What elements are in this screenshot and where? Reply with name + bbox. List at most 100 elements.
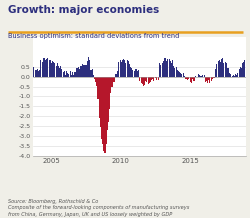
Bar bbox=[187, 77, 188, 80]
Bar bbox=[128, 61, 129, 77]
Bar bbox=[80, 66, 81, 77]
Bar bbox=[158, 77, 159, 80]
Bar bbox=[126, 60, 128, 77]
Bar bbox=[162, 63, 163, 77]
Bar bbox=[135, 69, 136, 77]
Bar bbox=[95, 77, 96, 82]
Bar bbox=[228, 68, 229, 77]
Bar bbox=[151, 77, 152, 80]
Bar bbox=[171, 63, 172, 77]
Bar bbox=[182, 73, 184, 77]
Bar bbox=[130, 67, 131, 77]
Bar bbox=[236, 75, 237, 77]
Bar bbox=[114, 77, 115, 82]
Bar bbox=[88, 57, 89, 77]
Bar bbox=[229, 73, 230, 77]
Bar bbox=[129, 64, 130, 77]
Bar bbox=[172, 60, 173, 77]
Bar bbox=[222, 58, 223, 77]
Bar bbox=[214, 77, 215, 78]
Bar bbox=[199, 75, 200, 77]
Bar bbox=[223, 63, 224, 77]
Bar bbox=[72, 72, 73, 77]
Bar bbox=[61, 69, 62, 77]
Bar bbox=[200, 76, 201, 77]
Bar bbox=[180, 73, 181, 77]
Bar bbox=[34, 70, 35, 77]
Bar bbox=[110, 77, 111, 93]
Bar bbox=[146, 77, 148, 82]
Bar bbox=[81, 66, 82, 77]
Bar bbox=[39, 70, 40, 77]
Bar bbox=[108, 77, 109, 123]
Bar bbox=[99, 77, 100, 118]
Bar bbox=[179, 72, 180, 77]
Bar bbox=[50, 60, 51, 77]
Bar bbox=[186, 77, 187, 79]
Bar bbox=[164, 58, 165, 77]
Bar bbox=[237, 73, 238, 77]
Bar bbox=[207, 77, 208, 83]
Bar bbox=[65, 75, 66, 77]
Bar bbox=[36, 70, 37, 77]
Bar bbox=[115, 73, 116, 77]
Bar bbox=[96, 77, 97, 86]
Bar bbox=[44, 58, 45, 77]
Bar bbox=[122, 60, 123, 77]
Bar bbox=[165, 58, 166, 77]
Bar bbox=[132, 70, 134, 77]
Bar bbox=[148, 77, 149, 83]
Bar bbox=[76, 68, 78, 77]
Bar bbox=[102, 77, 103, 144]
Bar bbox=[144, 77, 145, 85]
Bar bbox=[117, 71, 118, 77]
Bar bbox=[94, 77, 95, 79]
Bar bbox=[46, 59, 47, 77]
Bar bbox=[209, 77, 210, 83]
Bar bbox=[244, 60, 246, 77]
Bar bbox=[163, 61, 164, 77]
Bar bbox=[48, 60, 50, 77]
Bar bbox=[75, 72, 76, 77]
Bar bbox=[221, 59, 222, 77]
Bar bbox=[100, 77, 101, 127]
Bar bbox=[59, 68, 60, 77]
Bar bbox=[220, 61, 221, 77]
Bar bbox=[116, 74, 117, 77]
Bar bbox=[118, 62, 120, 77]
Bar bbox=[79, 69, 80, 77]
Bar bbox=[82, 64, 83, 77]
Bar bbox=[143, 77, 144, 85]
Bar bbox=[109, 77, 110, 109]
Bar bbox=[208, 77, 209, 80]
Text: Growth: major economies: Growth: major economies bbox=[8, 5, 159, 15]
Bar bbox=[152, 77, 153, 79]
Bar bbox=[60, 66, 61, 77]
Bar bbox=[66, 71, 67, 77]
Bar bbox=[241, 68, 242, 77]
Bar bbox=[136, 69, 137, 77]
Bar bbox=[178, 71, 179, 77]
Bar bbox=[212, 77, 213, 79]
Text: Source: Bloomberg, Rothschild & Co
Composite of the forward-looking components o: Source: Bloomberg, Rothschild & Co Compo… bbox=[8, 199, 189, 217]
Bar bbox=[142, 77, 143, 84]
Bar bbox=[38, 71, 39, 77]
Bar bbox=[71, 75, 72, 77]
Bar bbox=[219, 60, 220, 77]
Text: Business optimism: standard deviations from trend: Business optimism: standard deviations f… bbox=[8, 33, 179, 39]
Bar bbox=[242, 63, 243, 77]
Bar bbox=[156, 77, 157, 80]
Bar bbox=[104, 77, 106, 153]
Bar bbox=[230, 74, 232, 77]
Bar bbox=[68, 74, 70, 77]
Bar bbox=[159, 63, 160, 77]
Bar bbox=[131, 68, 132, 77]
Bar bbox=[202, 75, 203, 77]
Bar bbox=[120, 60, 121, 77]
Bar bbox=[113, 77, 114, 82]
Bar bbox=[103, 77, 104, 151]
Bar bbox=[62, 72, 64, 77]
Bar bbox=[89, 60, 90, 77]
Bar bbox=[33, 67, 34, 77]
Bar bbox=[121, 62, 122, 77]
